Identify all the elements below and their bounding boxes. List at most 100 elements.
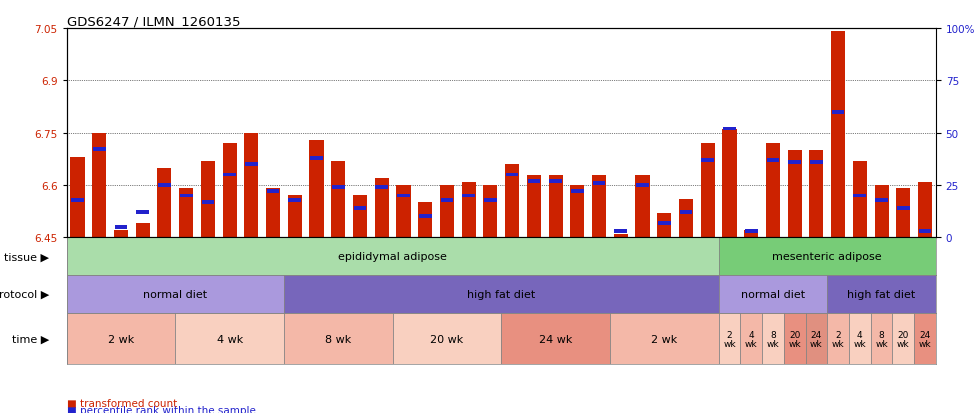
Text: 4
wk: 4 wk — [854, 330, 866, 348]
Bar — [158, 184, 171, 188]
Bar — [571, 190, 584, 194]
Bar — [658, 214, 671, 238]
Text: 8 wk: 8 wk — [325, 334, 352, 344]
Text: 2 wk: 2 wk — [651, 334, 677, 344]
Bar — [418, 203, 432, 238]
Bar — [266, 189, 280, 238]
Bar — [614, 230, 627, 233]
Bar — [832, 111, 845, 114]
Bar — [570, 185, 584, 238]
Text: 2
wk: 2 wk — [832, 330, 845, 348]
Bar — [463, 194, 475, 198]
Bar — [592, 175, 606, 238]
Bar — [680, 211, 692, 215]
Text: 8
wk: 8 wk — [766, 330, 779, 348]
Bar — [527, 175, 541, 238]
Bar — [393, 313, 502, 364]
Bar — [201, 161, 215, 238]
Bar — [502, 313, 610, 364]
Bar — [179, 189, 193, 238]
Text: mesenteric adipose: mesenteric adipose — [772, 252, 882, 262]
Text: normal diet: normal diet — [741, 290, 805, 299]
Bar — [311, 157, 322, 160]
Bar — [288, 198, 301, 202]
Bar — [67, 238, 718, 275]
Bar — [897, 206, 909, 211]
Bar — [284, 313, 393, 364]
Bar — [93, 148, 106, 152]
Bar — [549, 180, 562, 183]
Text: protocol ▶: protocol ▶ — [0, 290, 49, 299]
Text: 2 wk: 2 wk — [108, 334, 134, 344]
Bar — [440, 185, 454, 238]
Text: ■ percentile rank within the sample: ■ percentile rank within the sample — [67, 405, 256, 413]
Text: 20 wk: 20 wk — [430, 334, 464, 344]
Bar — [244, 133, 259, 238]
Bar — [809, 151, 823, 238]
Bar — [893, 313, 914, 364]
Text: GDS6247 / ILMN_1260135: GDS6247 / ILMN_1260135 — [67, 15, 240, 28]
Bar — [827, 275, 936, 313]
Bar — [397, 185, 411, 238]
Bar — [875, 198, 888, 202]
Bar — [549, 175, 563, 238]
Bar — [484, 198, 497, 202]
Bar — [267, 190, 279, 194]
Bar — [462, 182, 475, 238]
Bar — [766, 159, 779, 162]
Text: high fat diet: high fat diet — [848, 290, 915, 299]
Bar — [506, 173, 518, 177]
Text: 24
wk: 24 wk — [918, 330, 931, 348]
Bar — [354, 206, 367, 211]
Bar — [114, 231, 128, 238]
Text: time ▶: time ▶ — [12, 334, 49, 344]
Bar — [331, 161, 345, 238]
Bar — [827, 313, 849, 364]
Bar — [635, 175, 650, 238]
Bar — [831, 32, 845, 238]
Bar — [744, 231, 759, 238]
Text: ■ transformed count: ■ transformed count — [67, 398, 176, 408]
Bar — [870, 313, 893, 364]
Bar — [897, 189, 910, 238]
Bar — [636, 184, 649, 188]
Bar — [701, 144, 714, 238]
Bar — [441, 198, 454, 202]
Bar — [874, 185, 889, 238]
Text: 8
wk: 8 wk — [875, 330, 888, 348]
Bar — [849, 313, 870, 364]
Bar — [745, 230, 758, 233]
Bar — [762, 313, 784, 364]
Text: 24 wk: 24 wk — [539, 334, 572, 344]
Bar — [135, 224, 150, 238]
Bar — [613, 234, 628, 238]
Bar — [375, 186, 388, 190]
Bar — [718, 313, 740, 364]
Bar — [374, 178, 389, 238]
Text: 4 wk: 4 wk — [217, 334, 243, 344]
Bar — [245, 163, 258, 166]
Text: epididymal adipose: epididymal adipose — [338, 252, 447, 262]
Bar — [418, 215, 431, 219]
Bar — [718, 275, 827, 313]
Bar — [679, 199, 693, 238]
Bar — [527, 180, 540, 183]
Bar — [722, 130, 737, 238]
Bar — [593, 182, 606, 185]
Bar — [806, 313, 827, 364]
Bar — [179, 194, 192, 198]
Bar — [784, 313, 806, 364]
Bar — [810, 161, 823, 164]
Bar — [853, 161, 867, 238]
Bar — [72, 198, 84, 202]
Bar — [202, 200, 215, 204]
Text: 20
wk: 20 wk — [788, 330, 801, 348]
Bar — [136, 211, 149, 215]
Bar — [854, 194, 866, 198]
Text: 24
wk: 24 wk — [810, 330, 822, 348]
Bar — [67, 313, 175, 364]
Bar — [658, 221, 670, 225]
Bar — [332, 186, 345, 190]
Bar — [914, 313, 936, 364]
Bar — [610, 313, 718, 364]
